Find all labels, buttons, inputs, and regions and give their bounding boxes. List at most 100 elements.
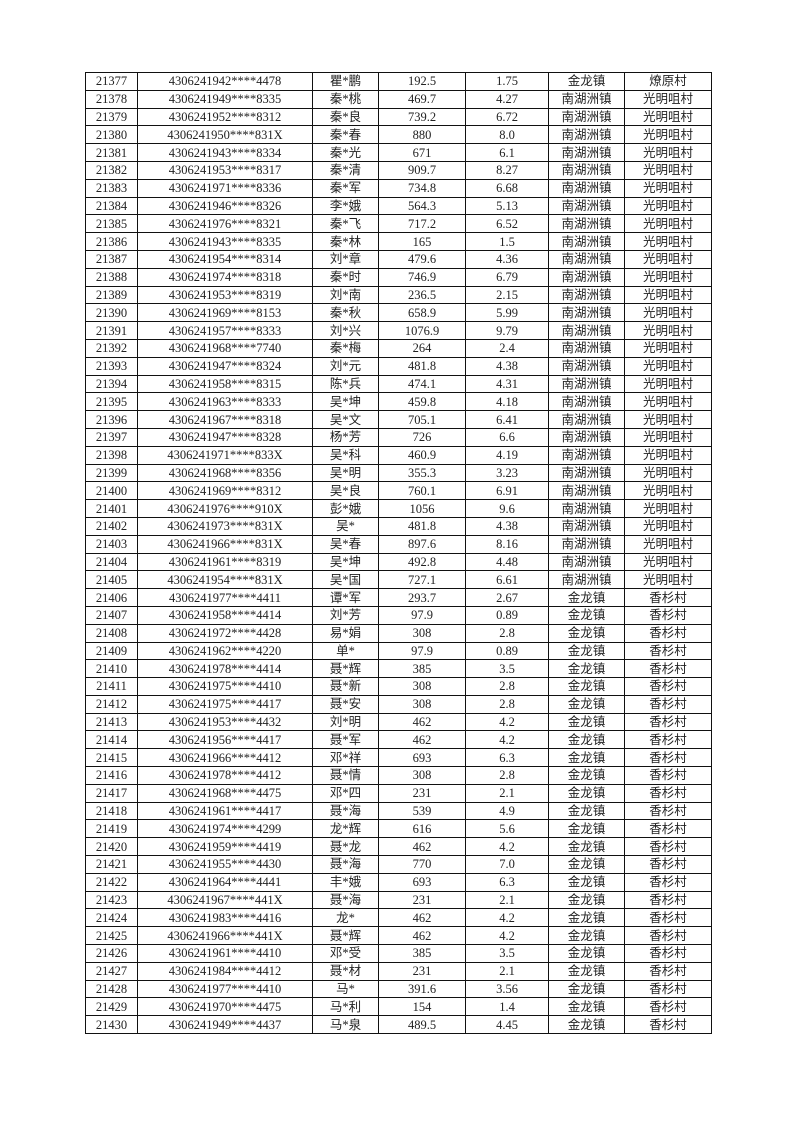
area-cell: 3.56 <box>465 979 549 999</box>
serial-number-cell: 21412 <box>85 694 138 714</box>
area-cell: 4.2 <box>465 712 549 732</box>
serial-number-cell: 21396 <box>85 410 138 429</box>
name-cell: 聂*龙 <box>312 837 379 857</box>
name-cell: 聂*辉 <box>312 659 379 679</box>
name-cell: 易*娟 <box>312 623 379 643</box>
town-cell: 金龙镇 <box>548 979 625 999</box>
name-cell: 刘*南 <box>312 285 379 305</box>
town-cell: 金龙镇 <box>548 837 625 857</box>
id-number-cell: 4306241964****4441 <box>137 872 313 892</box>
amount-cell: 385 <box>378 944 466 963</box>
id-number-cell: 4306241947****8324 <box>137 356 313 376</box>
amount-cell: 459.8 <box>378 392 466 412</box>
amount-cell: 739.2 <box>378 107 466 127</box>
area-cell: 2.8 <box>465 677 549 696</box>
area-cell: 2.8 <box>465 766 549 785</box>
table-row: 21379 4306241952****8312 秦*良 739.2 6.72 南湖洲镇光… <box>85 107 712 127</box>
serial-number-cell: 21379 <box>85 107 138 127</box>
serial-number-cell: 21399 <box>85 463 138 483</box>
town-cell: 金龙镇 <box>548 641 625 661</box>
area-cell: 8.0 <box>465 125 549 145</box>
town-cell: 南湖洲镇 <box>548 125 625 145</box>
area-cell: 2.1 <box>465 783 549 803</box>
village-cell: 香杉村 <box>624 677 712 696</box>
name-cell: 李*娥 <box>312 196 379 216</box>
village-cell: 光明咀村 <box>624 160 712 180</box>
town-cell: 南湖洲镇 <box>548 178 625 198</box>
id-number-cell: 4306241978****4412 <box>137 766 313 785</box>
serial-number-cell: 21388 <box>85 267 138 287</box>
name-cell: 陈*兵 <box>312 374 379 394</box>
town-cell: 金龙镇 <box>548 961 625 981</box>
amount-cell: 474.1 <box>378 374 466 394</box>
name-cell: 吴*坤 <box>312 392 379 412</box>
amount-cell: 489.5 <box>378 1015 466 1035</box>
town-cell: 南湖洲镇 <box>548 214 625 234</box>
serial-number-cell: 21380 <box>85 125 138 145</box>
town-cell: 金龙镇 <box>548 997 625 1017</box>
town-cell: 金龙镇 <box>548 605 625 625</box>
village-cell: 香杉村 <box>624 1015 712 1035</box>
name-cell: 聂*安 <box>312 694 379 714</box>
name-cell: 吴*科 <box>312 445 379 465</box>
id-number-cell: 4306241942****4478 <box>137 72 313 91</box>
id-number-cell: 4306241974****8318 <box>137 267 313 287</box>
id-number-cell: 4306241953****8319 <box>137 285 313 305</box>
id-number-cell: 4306241973****831X <box>137 516 313 536</box>
id-number-cell: 4306241950****831X <box>137 125 313 145</box>
id-number-cell: 4306241947****8328 <box>137 427 313 447</box>
area-cell: 7.0 <box>465 855 549 874</box>
area-cell: 1.5 <box>465 232 549 251</box>
table-row: 21386 4306241943****8335 秦*林 165 1.5 南湖洲镇 光明咀村 <box>85 232 712 251</box>
table-row: 21428 4306241977****4410 马* 391.6 3.56 金龙镇 香杉村 <box>85 979 712 999</box>
town-cell: 金龙镇 <box>548 855 625 874</box>
table-row: 21422 4306241964****4441 丰*娥 693 6.3 金龙镇 香杉村 <box>85 872 712 892</box>
id-number-cell: 4306241949****4437 <box>137 1015 313 1035</box>
area-cell: 2.8 <box>465 623 549 643</box>
id-number-cell: 4306241972****4428 <box>137 623 313 643</box>
id-number-cell: 4306241966****4412 <box>137 748 313 768</box>
id-number-cell: 4306241943****8334 <box>137 143 313 162</box>
name-cell: 马*泉 <box>312 1015 379 1035</box>
area-cell: 6.79 <box>465 267 549 287</box>
amount-cell: 897.6 <box>378 534 466 554</box>
area-cell: 5.6 <box>465 819 549 839</box>
village-cell: 光明咀村 <box>624 125 712 145</box>
serial-number-cell: 21381 <box>85 143 138 162</box>
town-cell: 南湖洲镇 <box>548 303 625 323</box>
table-row: 21403 4306241966****831X 吴*春 897.6 8.16 南湖洲镇光… <box>85 534 712 554</box>
name-cell: 秦*桃 <box>312 89 379 109</box>
serial-number-cell: 21389 <box>85 285 138 305</box>
area-cell: 4.27 <box>465 89 549 109</box>
area-cell: 6.3 <box>465 872 549 892</box>
serial-number-cell: 21397 <box>85 427 138 447</box>
table-row: 21383 4306241971****8336 秦*军 734.8 6.68 南湖洲镇光… <box>85 178 712 198</box>
table-row: 21385 4306241976****8321 秦*飞 717.2 6.52 南湖洲镇光… <box>85 214 712 234</box>
serial-number-cell: 21417 <box>85 783 138 803</box>
village-cell: 香杉村 <box>624 783 712 803</box>
village-cell: 光明咀村 <box>624 516 712 536</box>
town-cell: 南湖洲镇 <box>548 445 625 465</box>
amount-cell: 760.1 <box>378 481 466 501</box>
amount-cell: 746.9 <box>378 267 466 287</box>
name-cell: 秦*秋 <box>312 303 379 323</box>
table-row: 21394 4306241958****8315 陈*兵 474.1 4.31 南湖洲镇光… <box>85 374 712 394</box>
table-row: 21413 4306241953****4432 刘*明 462 4.2 金龙镇 香杉村 <box>85 712 712 732</box>
name-cell: 邓*受 <box>312 944 379 963</box>
name-cell: 聂*海 <box>312 890 379 910</box>
id-number-cell: 4306241954****831X <box>137 570 313 590</box>
table-row: 21420 4306241959****4419 聂*龙 462 4.2 金龙镇 香杉村 <box>85 837 712 857</box>
village-cell: 香杉村 <box>624 944 712 963</box>
town-cell: 金龙镇 <box>548 1015 625 1035</box>
id-number-cell: 4306241953****8317 <box>137 160 313 180</box>
serial-number-cell: 21398 <box>85 445 138 465</box>
village-cell: 光明咀村 <box>624 267 712 287</box>
name-cell: 聂*新 <box>312 677 379 696</box>
serial-number-cell: 21385 <box>85 214 138 234</box>
village-cell: 光明咀村 <box>624 392 712 412</box>
amount-cell: 462 <box>378 837 466 857</box>
amount-cell: 385 <box>378 659 466 679</box>
town-cell: 金龙镇 <box>548 588 625 607</box>
table-row: 21390 4306241969****8153 秦*秋 658.9 5.99 南湖洲镇光… <box>85 303 712 323</box>
name-cell: 秦*林 <box>312 232 379 251</box>
